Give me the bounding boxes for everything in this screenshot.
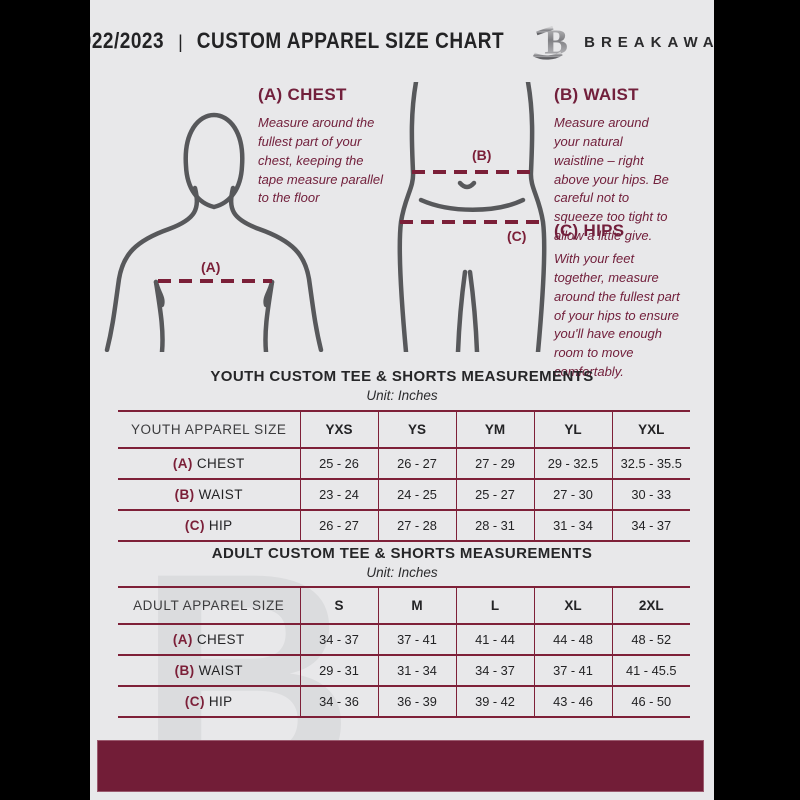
measurement-cell: 37 - 41 xyxy=(377,624,456,656)
footer-accent-bar xyxy=(97,740,704,792)
header-divider: | xyxy=(178,31,183,52)
hips-description: With your feet together, measure around … xyxy=(554,251,680,380)
youth-table-title: YOUTH CUSTOM TEE & SHORTS MEASUREMENTS xyxy=(210,368,594,385)
youth-size-col: YXL xyxy=(611,410,690,449)
adult-label-header: ADULT APPAREL SIZE xyxy=(118,586,300,625)
measurement-cell: 46 - 50 xyxy=(611,686,690,718)
measurement-cell: 30 - 33 xyxy=(611,479,690,511)
measurement-cell: 25 - 27 xyxy=(455,479,534,511)
youth-table-unit: Unit: Inches xyxy=(366,388,438,403)
adult-size-col: L xyxy=(455,586,534,625)
adult-table-unit: Unit: Inches xyxy=(366,565,438,580)
breakaway-b-logo-icon: B xyxy=(532,22,569,61)
adult-size-col: M xyxy=(377,586,456,625)
youth-hip-label: (C) HIP xyxy=(118,510,300,542)
waist-guide: (B) WAIST Measure around your natural wa… xyxy=(554,85,676,246)
youth-label-header: YOUTH APPAREL SIZE xyxy=(118,410,300,449)
measurement-cell: 27 - 30 xyxy=(533,479,612,511)
adult-size-col: S xyxy=(299,586,378,625)
chest-heading: (A) CHEST xyxy=(258,85,347,104)
youth-chest-label: (A) CHEST xyxy=(118,448,300,480)
adult-size-col: 2XL xyxy=(611,586,690,625)
measurement-cell: 39 - 42 xyxy=(455,686,534,718)
adult-table-title: ADULT CUSTOM TEE & SHORTS MEASUREMENTS xyxy=(211,545,593,562)
measurement-cell: 26 - 27 xyxy=(299,510,378,542)
measurement-cell: 23 - 24 xyxy=(299,479,378,511)
adult-header-row: ADULT APPAREL SIZE S M L XL 2XL xyxy=(118,586,690,625)
youth-size-col: YM xyxy=(455,410,534,449)
measurement-cell: 36 - 39 xyxy=(377,686,456,718)
youth-header-row: YOUTH APPAREL SIZE YXS YS YM YL YXL xyxy=(118,410,690,449)
table-row: (C) HIP 26 - 27 27 - 28 28 - 31 31 - 34 3… xyxy=(118,510,690,542)
measurement-cell: 26 - 27 xyxy=(377,448,456,480)
measurement-cell: 34 - 37 xyxy=(455,655,534,687)
youth-size-col: YL xyxy=(533,410,612,449)
measurement-cell: 34 - 37 xyxy=(299,624,378,656)
youth-waist-label: (B) WAIST xyxy=(118,479,300,511)
table-row: (B) WAIST 29 - 31 31 - 34 34 - 37 37 - 41… xyxy=(118,655,690,687)
measurement-cell: 27 - 28 xyxy=(377,510,456,542)
chest-marker-label: (A) xyxy=(201,259,220,275)
adult-size-table: ADULT APPAREL SIZE S M L XL 2XL (A) CHEST… xyxy=(118,586,690,718)
measurement-cell: 34 - 36 xyxy=(299,686,378,718)
chest-silhouette-figure: (A) xyxy=(104,112,324,352)
waist-description: Measure around your natural waistline – … xyxy=(554,115,669,244)
youth-size-col: YXS xyxy=(299,410,378,449)
measurement-cell: 28 - 31 xyxy=(455,510,534,542)
table-row: (B) WAIST 23 - 24 24 - 25 25 - 27 27 - 30… xyxy=(118,479,690,511)
page-title: CUSTOM APPAREL SIZE CHART xyxy=(196,29,505,54)
svg-text:B: B xyxy=(545,22,569,61)
measurement-cell: 43 - 46 xyxy=(533,686,612,718)
measurement-cell: 32.5 - 35.5 xyxy=(611,448,690,480)
table-row: (C) HIP 34 - 36 36 - 39 39 - 42 43 - 46 4… xyxy=(118,686,690,718)
page-header: 2022/2023 | CUSTOM APPAREL SIZE CHART B … xyxy=(90,20,714,64)
size-chart-page: 2022/2023 | CUSTOM APPAREL SIZE CHART B … xyxy=(90,0,714,800)
measurement-cell: 31 - 34 xyxy=(377,655,456,687)
table-row: (A) CHEST 34 - 37 37 - 41 41 - 44 44 - 48… xyxy=(118,624,690,656)
measurement-cell: 41 - 44 xyxy=(455,624,534,656)
measurement-cell: 41 - 45.5 xyxy=(611,655,690,687)
adult-chest-label: (A) CHEST xyxy=(118,624,300,656)
measurement-cell: 29 - 31 xyxy=(299,655,378,687)
waist-heading: (B) WAIST xyxy=(554,85,639,104)
chest-guide: (A) CHEST Measure around the fullest par… xyxy=(258,85,392,208)
brand-lockup: B BREAKAWAY xyxy=(530,22,714,62)
adult-size-col: XL xyxy=(533,586,612,625)
brand-name: BREAKAWAY xyxy=(584,33,714,51)
chest-description: Measure around the fullest part of your … xyxy=(258,115,384,206)
measurement-cell: 25 - 26 xyxy=(299,448,378,480)
adult-waist-label: (B) WAIST xyxy=(118,655,300,687)
measurement-cell: 44 - 48 xyxy=(533,624,612,656)
table-row: (A) CHEST 25 - 26 26 - 27 27 - 29 29 - 32… xyxy=(118,448,690,480)
measurement-cell: 37 - 41 xyxy=(533,655,612,687)
waist-marker-label: (B) xyxy=(472,147,491,163)
waist-hip-silhouette-figure: (B) (C) xyxy=(397,82,547,352)
hips-heading: (C) HIPS xyxy=(554,221,625,240)
measurement-cell: 29 - 32.5 xyxy=(533,448,612,480)
hips-marker-label: (C) xyxy=(507,228,526,244)
measurement-cell: 24 - 25 xyxy=(377,479,456,511)
hips-guide: (C) HIPS With your feet together, measur… xyxy=(554,221,682,382)
measurement-cell: 48 - 52 xyxy=(611,624,690,656)
youth-size-col: YS xyxy=(377,410,456,449)
measurement-cell: 27 - 29 xyxy=(455,448,534,480)
measurement-cell: 34 - 37 xyxy=(611,510,690,542)
measurement-cell: 31 - 34 xyxy=(533,510,612,542)
adult-hip-label: (C) HIP xyxy=(118,686,300,718)
youth-size-table: YOUTH APPAREL SIZE YXS YS YM YL YXL (A) C… xyxy=(118,410,690,542)
season-label: 2022/2023 xyxy=(90,29,165,54)
